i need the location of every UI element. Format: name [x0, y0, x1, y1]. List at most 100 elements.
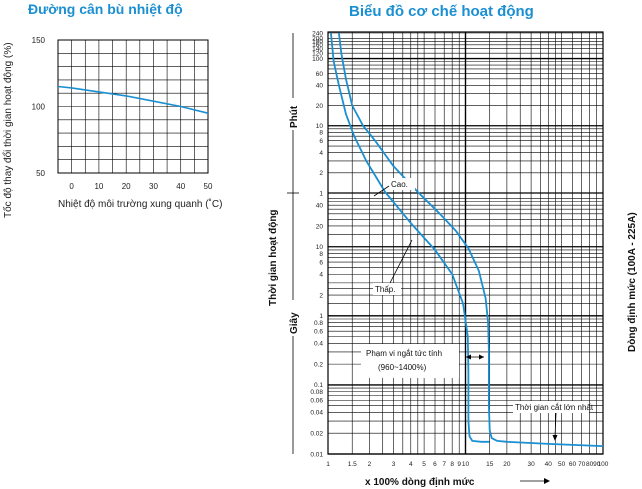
right-y-tick-label-sec: 0.06	[310, 398, 323, 405]
right-y-tick-label-sec: 4	[319, 272, 323, 279]
left-series-line	[57, 85, 209, 114]
right-chart-annotations: Cao. Thấp. Phạm vi ngắt tức tính (960~14…	[361, 178, 594, 441]
right-x-tick-label: 7	[442, 461, 446, 468]
right-y-tick-label-min: 180	[312, 39, 323, 46]
right-x-tick-label: 40	[545, 461, 553, 468]
right-y-tick-label-min: 1	[319, 190, 323, 197]
left-y-tick-label: 100	[32, 103, 46, 112]
curve-thap	[330, 32, 490, 443]
right-x-tick-label: 8	[450, 461, 454, 468]
unit-mask-min	[285, 98, 301, 130]
right-x-tick-label: 3	[392, 461, 396, 468]
instant-trip-arrowhead-left	[466, 354, 471, 360]
right-y-tick-label-min: 240	[312, 30, 323, 37]
right-x-tick-label: 6	[433, 461, 437, 468]
leader-cao	[373, 185, 390, 197]
left-y-tick-label: 150	[32, 36, 46, 45]
right-y-tick-label-min: 40	[316, 83, 324, 90]
series-label-cao: Cao.	[391, 180, 408, 189]
instant-trip-box	[361, 344, 459, 378]
left-x-tick-label: 50	[204, 182, 213, 191]
right-x-tick-label: 15	[486, 461, 494, 468]
left-chart-ylabel: Tốc độ thay đổi thời gian hoạt động (%)	[2, 42, 14, 218]
max-break-arrowhead	[552, 435, 558, 441]
right-y-tick-label-sec: 0.6	[314, 328, 323, 335]
right-y-tick-label-min: 200	[312, 36, 323, 43]
right-y-tick-label-sec: 0.02	[310, 431, 323, 438]
right-y-tick-label-min: 4	[319, 150, 323, 157]
time-unit-bracket: Phút Giây Thời gian hoạt động	[268, 33, 301, 454]
operating-characteristic-chart: Biểu đồ cơ chế hoạt động 1 1.5 2 3 4 5 6 7 8 9 10 1…	[268, 3, 638, 488]
right-y-tick-label-sec: 0.1	[314, 382, 323, 389]
right-y-tick-label-sec: 0.08	[310, 389, 323, 396]
leader-thap	[389, 239, 413, 284]
right-x-tick-label: 50	[558, 461, 566, 468]
max-break-label: Thời gian cắt lớn nhất	[515, 403, 594, 412]
left-x-tick-label: 10	[94, 182, 103, 191]
right-y-tick-label-min: 10	[316, 123, 324, 130]
left-x-tick-label: 0	[69, 182, 74, 191]
series-label-thap: Thấp.	[375, 285, 395, 294]
right-y-tick-label-sec: 40	[316, 202, 324, 209]
right-y-tick-label-sec: 0.2	[314, 361, 323, 368]
right-x-tick-label: 30	[527, 461, 535, 468]
right-x-tick-label: 10	[462, 461, 470, 468]
instant-trip-label: Phạm vi ngắt tức tính	[366, 349, 442, 358]
right-y-tick-label-sec: 0.4	[314, 341, 323, 348]
left-x-tick-label: 40	[176, 182, 185, 191]
right-y-tick-label-sec: 6	[319, 259, 323, 266]
right-y-tick-label-min: 100	[312, 56, 323, 63]
right-y-tick-label-sec: 0.01	[310, 451, 323, 458]
max-break-leader	[554, 412, 557, 438]
temperature-compensation-chart: Đường cân bù nhiệt độ 0 10 20 30 40 50 50 100 15…	[2, 1, 222, 218]
left-y-tick-label: 50	[36, 169, 45, 178]
unit-mask-sec	[285, 300, 301, 336]
right-chart-xlabel: x 100% dòng định mức	[365, 477, 475, 488]
label-box-thap	[373, 283, 401, 295]
curve-cao	[338, 32, 604, 447]
left-chart-xlabel: Nhiệt độ môi trường xung quanh (˚C)	[58, 198, 222, 210]
rated-current-label: Dòng định mức (100A - 225A)	[627, 212, 638, 352]
instant-trip-values: (960~1400%)	[378, 363, 427, 372]
right-y-tick-label-min: 160	[312, 42, 323, 49]
right-x-tick-label: 100	[598, 461, 609, 468]
right-x-tick-label: 60	[569, 461, 577, 468]
left-chart-frame	[57, 39, 209, 174]
right-x-tick-label: 2	[368, 461, 372, 468]
right-chart-title: Biểu đồ cơ chế hoạt động	[349, 3, 534, 20]
right-y-tick-label-sec: 20	[316, 223, 324, 230]
left-chart-grid	[58, 40, 208, 173]
right-y-tick-label-sec: 10	[316, 244, 324, 251]
right-y-tick-label-min: 6	[319, 138, 323, 145]
right-y-tick-label-min: 60	[316, 71, 324, 78]
right-y-tick-label-min: 140	[312, 46, 323, 53]
xlabel-arrowhead	[544, 478, 550, 484]
right-x-tick-label: 80	[586, 461, 594, 468]
right-chart-ylabel: Thời gian hoạt động	[268, 209, 279, 306]
left-x-tick-label: 30	[149, 182, 158, 191]
right-x-tick-label: 5	[422, 461, 426, 468]
max-break-box	[513, 401, 589, 413]
right-x-tick-label: 1.5	[348, 461, 357, 468]
right-y-tick-label-sec: 2	[319, 292, 323, 299]
label-box-cao	[389, 178, 415, 190]
right-y-tick-label-sec: 0.04	[310, 410, 323, 417]
right-chart-ticks: 1 1.5 2 3 4 5 6 7 8 9 10 15 20 30 40 50 60 70 80 9010024020…	[310, 30, 608, 468]
left-chart-ticks: 0 10 20 30 40 50 50 100 150	[32, 36, 213, 191]
right-x-tick-label: 70	[578, 461, 586, 468]
left-chart-series	[57, 85, 209, 114]
instant-trip-arrowhead-right	[479, 354, 484, 360]
right-y-tick-label-min: 120	[312, 51, 323, 58]
right-y-tick-label-min: 8	[319, 130, 323, 137]
right-y-tick-label-sec: 8	[319, 251, 323, 258]
right-y-tick-label-sec: 1	[319, 313, 323, 320]
left-x-tick-label: 20	[122, 182, 131, 191]
right-x-tick-label: 20	[503, 461, 511, 468]
unit-minutes-label: Phút	[289, 105, 300, 128]
right-chart-frame	[327, 31, 604, 455]
right-x-tick-label: 1	[326, 461, 330, 468]
right-y-tick-label-min: 2	[319, 170, 323, 177]
right-x-tick-label: 9	[457, 461, 461, 468]
right-y-tick-label-min: 20	[316, 103, 324, 110]
